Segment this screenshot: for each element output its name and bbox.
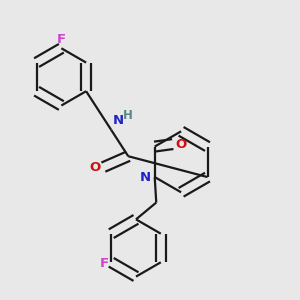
Text: N: N: [113, 114, 124, 127]
Text: F: F: [100, 257, 109, 270]
Text: F: F: [57, 33, 66, 46]
Text: O: O: [89, 161, 100, 174]
Text: O: O: [175, 138, 187, 151]
Text: N: N: [140, 171, 151, 184]
Text: H: H: [123, 109, 133, 122]
